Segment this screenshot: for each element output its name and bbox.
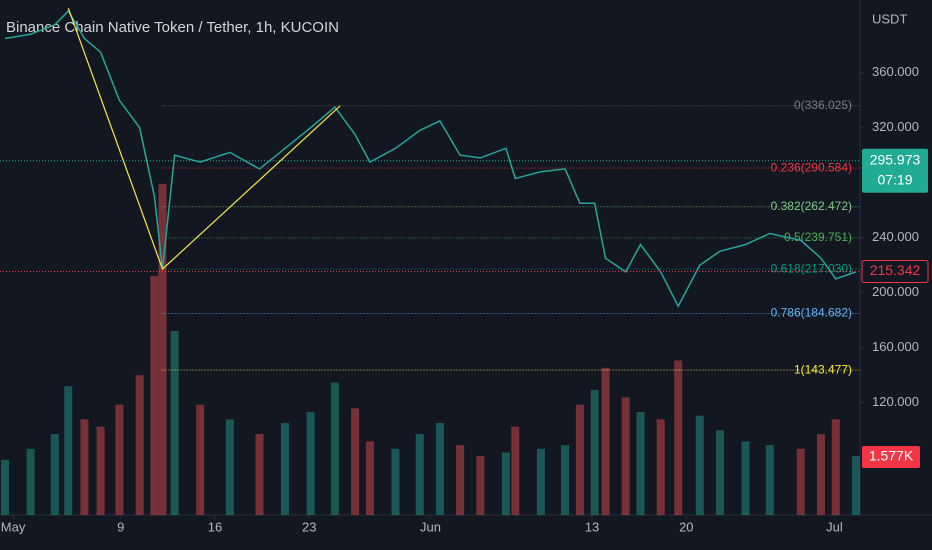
fib-label: 0.786(184.682) bbox=[771, 306, 852, 320]
marker-price-tag bbox=[862, 148, 928, 193]
volume-bar bbox=[456, 445, 465, 515]
volume-label: 1.577K bbox=[869, 448, 914, 464]
volume-bar bbox=[674, 360, 683, 515]
volume-bar bbox=[765, 445, 774, 515]
volume-bar bbox=[435, 423, 444, 515]
volume-bar bbox=[170, 331, 179, 515]
volume-bar bbox=[741, 441, 750, 515]
y-tick-label: 200.000 bbox=[872, 284, 919, 299]
marker-price-label: 295.973 bbox=[870, 151, 921, 167]
fib-label: 0.5(239.751) bbox=[784, 230, 852, 244]
volume-bar bbox=[415, 434, 424, 515]
x-tick-label: Jun bbox=[420, 519, 441, 534]
trend-line bbox=[67, 7, 341, 271]
fib-label: 0.382(262.472) bbox=[771, 199, 852, 213]
x-tick-label: 20 bbox=[679, 519, 693, 534]
volume-bar bbox=[575, 404, 584, 515]
volume-bar bbox=[561, 445, 570, 515]
volume-bar bbox=[621, 397, 630, 515]
x-tick-label: Jul bbox=[826, 519, 843, 534]
volume-bar bbox=[536, 448, 545, 515]
volume-bar bbox=[636, 412, 645, 515]
volume-bar bbox=[50, 434, 59, 515]
price-line bbox=[4, 9, 857, 308]
volume-bar bbox=[656, 419, 665, 515]
x-tick-label: 16 bbox=[208, 519, 222, 534]
volume-bar bbox=[196, 404, 205, 515]
countdown-label: 07:19 bbox=[877, 171, 912, 187]
x-tick-label: 23 bbox=[302, 519, 316, 534]
volume-bar bbox=[115, 404, 124, 515]
chart-title: Binance Chain Native Token / Tether, 1h,… bbox=[6, 19, 339, 36]
volume-bar bbox=[831, 419, 840, 515]
volume-bar bbox=[816, 434, 825, 515]
volume-bar bbox=[0, 459, 9, 515]
volume-bar bbox=[391, 448, 400, 515]
volume-bar bbox=[851, 456, 860, 515]
volume-bar bbox=[501, 452, 510, 515]
volume-bar bbox=[695, 415, 704, 515]
x-tick-label: 13 bbox=[585, 519, 599, 534]
x-tick-label: May bbox=[1, 519, 26, 534]
volume-bar bbox=[158, 183, 167, 515]
volume-bar bbox=[590, 389, 599, 515]
volume-bar bbox=[715, 430, 724, 515]
volume-bar bbox=[476, 456, 485, 515]
y-tick-label: 320.000 bbox=[872, 119, 919, 134]
fib-label: 0.236(290.584) bbox=[771, 160, 852, 174]
volume-bar bbox=[281, 423, 290, 515]
fib-label: 0.618(217.030) bbox=[771, 261, 852, 275]
volume-bar bbox=[330, 382, 339, 515]
volume-bar bbox=[135, 375, 144, 515]
last-price-tag bbox=[861, 259, 929, 283]
fib-label: 1(143.477) bbox=[794, 362, 852, 376]
y-tick-label: 240.000 bbox=[872, 229, 919, 244]
currency-label: USDT bbox=[872, 11, 907, 26]
volume-bar bbox=[255, 434, 264, 515]
y-tick-label: 160.000 bbox=[872, 339, 919, 354]
last-price-label: 215.342 bbox=[870, 262, 921, 278]
volume-bar bbox=[96, 426, 105, 515]
volume-bar bbox=[601, 367, 610, 515]
volume-bar bbox=[26, 448, 35, 515]
volume-bar bbox=[64, 386, 73, 515]
volume-bar bbox=[365, 441, 374, 515]
volume-bar bbox=[150, 275, 159, 515]
volume-bar bbox=[306, 412, 315, 515]
y-tick-label: 360.000 bbox=[872, 64, 919, 79]
fib-label: 0(336.025) bbox=[794, 98, 852, 112]
volume-bar bbox=[225, 419, 234, 515]
volume-bar bbox=[351, 408, 360, 515]
volume-bar bbox=[796, 448, 805, 515]
volume-bar bbox=[80, 419, 89, 515]
volume-bar bbox=[511, 426, 520, 515]
y-tick-label: 120.000 bbox=[872, 394, 919, 409]
x-tick-label: 9 bbox=[117, 519, 124, 534]
volume-tag bbox=[862, 445, 920, 468]
